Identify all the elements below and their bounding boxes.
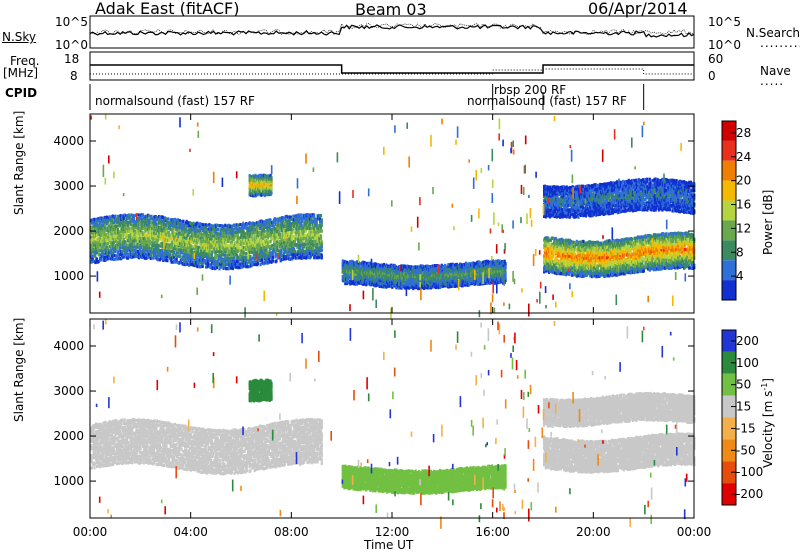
time-tick-label: 00:00 — [677, 525, 712, 539]
velocity-colorbar-tick-label: -100 — [736, 465, 763, 479]
radar-summary-figure: Adak East (fitACF) Beam 03 06/Apr/2014 N… — [0, 0, 800, 554]
power-echo-region — [249, 174, 273, 198]
power-colorbar-tick-label: 8 — [736, 245, 744, 259]
velocity-colorbar-tick-label: 200 — [736, 334, 759, 348]
power-ytick-label: 1000 — [53, 269, 84, 283]
velocity-ytick-label: 1000 — [53, 474, 84, 488]
noise-sky-trace — [90, 25, 694, 37]
velocity-ytick-label: 2000 — [53, 429, 84, 443]
time-tick-label: 16:00 — [475, 525, 510, 539]
velocity-colorbar-tick-label: -15 — [736, 421, 756, 435]
time-tick-label: 12:00 — [375, 525, 410, 539]
power-colorbar-swatch — [722, 181, 736, 201]
power-colorbar-swatch — [722, 121, 736, 141]
power-colorbar-tick-label: 20 — [736, 174, 751, 188]
time-tick-label: 08:00 — [274, 525, 309, 539]
velocity-ytick-label: 4000 — [53, 339, 84, 353]
power-colorbar-tick-label: 4 — [736, 269, 744, 283]
noise-panel-frame — [90, 16, 694, 48]
power-colorbar-swatch — [722, 201, 736, 221]
power-colorbar-swatch — [722, 161, 736, 181]
velocity-colorbar-tick-label: 50 — [736, 378, 751, 392]
velocity-colorbar-tick-label: -50 — [736, 443, 756, 457]
time-tick-label: 20:00 — [576, 525, 611, 539]
power-colorbar-swatch — [722, 220, 736, 240]
power-colorbar-tick-label: 16 — [736, 198, 751, 212]
power-colorbar-swatch — [722, 240, 736, 260]
plot-canvas: 1000 2000 3000 4000 1000 2000 3000 4000 00:00 04:… — [0, 0, 800, 554]
power-colorbar-swatch — [722, 280, 736, 300]
velocity-echo-region — [249, 379, 273, 403]
velocity-colorbar-tick-label: 15 — [736, 400, 751, 414]
power-colorbar-tick-label: 28 — [736, 126, 751, 140]
power-colorbar-tick-label: 12 — [736, 221, 751, 235]
velocity-colorbar-tick-label: 100 — [736, 356, 759, 370]
velocity-ytick-label: 3000 — [53, 384, 84, 398]
velocity-colorbar-tick-label: -200 — [736, 487, 763, 501]
time-tick-label: 00:00 — [73, 525, 108, 539]
time-tick-label: 04:00 — [173, 525, 208, 539]
power-ytick-label: 2000 — [53, 224, 84, 238]
power-colorbar-swatch — [722, 141, 736, 161]
power-colorbar-tick-label: 24 — [736, 150, 751, 164]
power-ytick-label: 4000 — [53, 134, 84, 148]
freq-panel-frame — [90, 52, 694, 80]
power-ytick-label: 3000 — [53, 179, 84, 193]
power-colorbar-swatch — [722, 260, 736, 280]
